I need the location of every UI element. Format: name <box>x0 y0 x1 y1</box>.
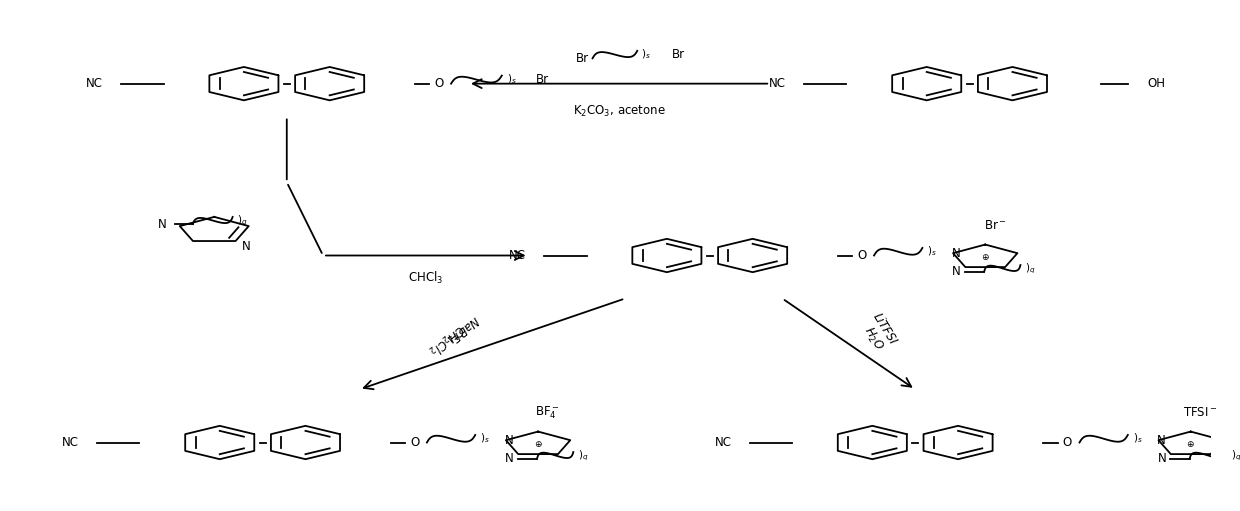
Text: O: O <box>434 77 444 90</box>
Text: $\oplus$: $\oplus$ <box>981 252 990 262</box>
Text: K$_2$CO$_3$, acetone: K$_2$CO$_3$, acetone <box>573 104 666 119</box>
Text: $)_q$: $)_q$ <box>1231 449 1240 463</box>
Text: OH: OH <box>1147 77 1166 90</box>
Text: BF$_4^-$: BF$_4^-$ <box>536 404 560 421</box>
Text: Br: Br <box>536 73 549 86</box>
Text: $)_s$: $)_s$ <box>928 245 937 258</box>
Text: NC: NC <box>714 436 732 449</box>
Text: Br$^-$: Br$^-$ <box>983 219 1006 232</box>
Text: $)_s$: $)_s$ <box>1132 432 1142 445</box>
Text: N: N <box>952 265 961 278</box>
Text: N: N <box>159 218 167 230</box>
Text: N: N <box>952 247 961 261</box>
Text: $\oplus$: $\oplus$ <box>533 439 542 449</box>
Text: $)_s$: $)_s$ <box>507 73 516 86</box>
Text: $)_s$: $)_s$ <box>480 432 490 445</box>
Text: Br: Br <box>575 52 589 65</box>
Text: N: N <box>505 452 513 465</box>
Text: NC: NC <box>769 77 786 90</box>
Text: N: N <box>505 434 513 448</box>
Text: NC: NC <box>87 77 103 90</box>
Text: CH$_2$Cl$_2$: CH$_2$Cl$_2$ <box>425 320 467 358</box>
Text: N: N <box>1157 452 1166 465</box>
Text: O: O <box>1063 436 1073 449</box>
Text: NaBF$_4$: NaBF$_4$ <box>443 311 481 346</box>
Text: $)_s$: $)_s$ <box>641 48 651 61</box>
Text: H$_2$O: H$_2$O <box>859 324 885 354</box>
Text: NC: NC <box>62 436 79 449</box>
Text: O: O <box>857 249 867 262</box>
Text: N: N <box>242 240 250 253</box>
Text: $\oplus$: $\oplus$ <box>1187 439 1195 449</box>
Text: $)_q$: $)_q$ <box>238 213 248 228</box>
Text: N: N <box>1157 434 1166 448</box>
Text: Br: Br <box>672 48 686 61</box>
Text: NC: NC <box>510 249 526 262</box>
Text: $)_q$: $)_q$ <box>578 449 589 463</box>
Text: O: O <box>410 436 419 449</box>
Text: LiTFSI: LiTFSI <box>870 311 899 347</box>
Text: TFSI$^-$: TFSI$^-$ <box>1183 406 1218 419</box>
Text: CHCl$_3$: CHCl$_3$ <box>408 270 444 286</box>
Text: $)_q$: $)_q$ <box>1025 262 1035 276</box>
